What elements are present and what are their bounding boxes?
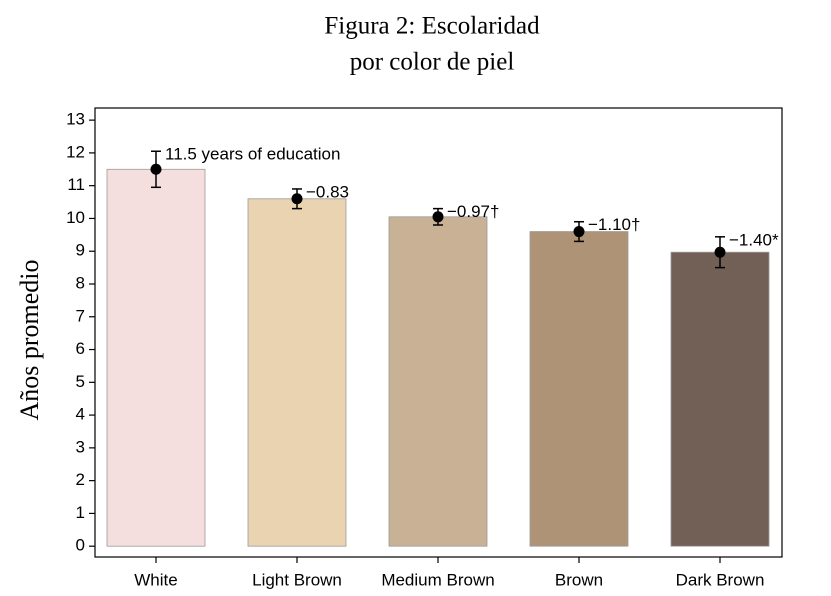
- x-tick-label: Dark Brown: [676, 570, 765, 589]
- point: [150, 163, 162, 175]
- bar: [388, 216, 488, 547]
- annotation: 11.5 years of education: [165, 145, 340, 164]
- annotation: −1.10†: [588, 215, 640, 234]
- bar: [106, 168, 206, 547]
- y-axis-label: Años promedio: [15, 259, 44, 420]
- y-tick-label: 1: [76, 503, 85, 522]
- x-tick-label: Light Brown: [252, 570, 342, 589]
- x-tick-label: Brown: [555, 570, 603, 589]
- y-tick-label: 11: [67, 175, 85, 194]
- point: [714, 246, 726, 258]
- point: [291, 193, 303, 205]
- bar: [247, 198, 347, 547]
- y-tick-label: 10: [66, 208, 85, 227]
- y-tick-label: 6: [76, 339, 85, 358]
- x-tick-label: Medium Brown: [381, 570, 494, 589]
- y-tick-label: 9: [76, 241, 85, 260]
- y-tick-label: 13: [66, 110, 85, 129]
- chart-subtitle: por color de piel: [350, 49, 515, 76]
- y-tick-label: 2: [76, 470, 85, 489]
- x-tick-label: White: [134, 570, 177, 589]
- y-tick-label: 12: [66, 142, 85, 161]
- y-tick-label: 3: [76, 437, 85, 456]
- bar: [670, 251, 770, 547]
- y-tick-label: 5: [76, 372, 85, 391]
- annotation: −0.97†: [447, 202, 499, 221]
- point: [573, 226, 585, 238]
- y-tick-label: 4: [76, 405, 85, 424]
- y-tick-label: 8: [76, 273, 85, 292]
- annotation: −0.83: [306, 182, 349, 201]
- chart-title: Figura 2: Escolaridad: [324, 13, 540, 40]
- y-tick-label: 7: [76, 306, 85, 325]
- annotation: −1.40*: [729, 230, 779, 249]
- bar: [529, 231, 629, 547]
- y-tick-label: 0: [76, 536, 85, 555]
- point: [432, 211, 444, 223]
